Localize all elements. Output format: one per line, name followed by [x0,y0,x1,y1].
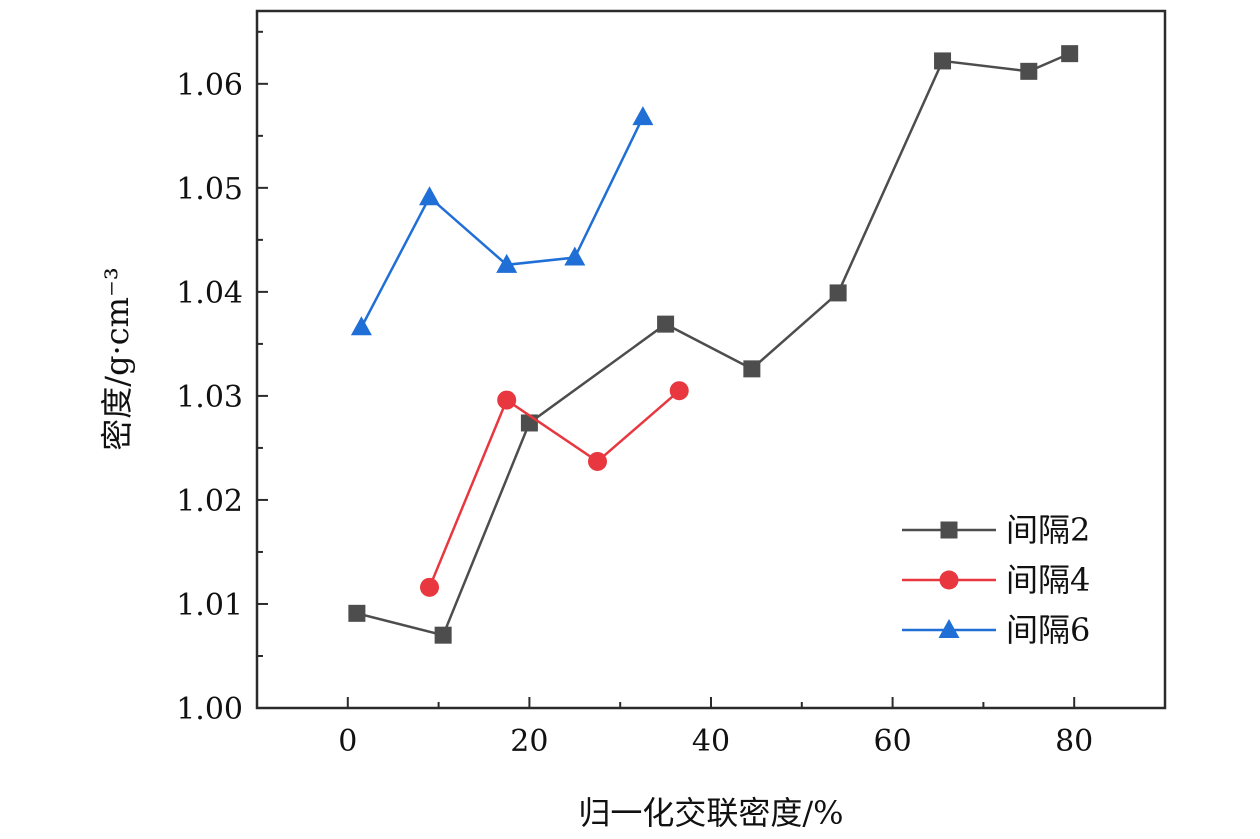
legend-marker [939,570,959,590]
series-2 [420,381,689,597]
ticks-layer [257,30,1076,708]
legend-marker [938,619,960,638]
y-tick-label: 1.02 [176,484,243,519]
data-point [434,626,452,644]
data-point [743,360,761,378]
series-line [356,52,1071,637]
data-point [1061,45,1079,63]
series-line [360,116,645,328]
x-tick-label: 60 [874,724,912,759]
y-tick-label: 1.00 [176,692,243,727]
data-point [669,381,689,401]
data-point [1020,62,1038,80]
y-tick-label: 1.06 [176,68,243,103]
data-point [829,284,847,302]
x-tick-label: 0 [338,724,357,759]
legend: 间隔2 间隔4 间隔6 [902,511,1090,649]
x-axis-title: 归一化交联密度/% [578,794,843,832]
legend-label: 间隔4 [1006,561,1090,599]
data-point [496,253,518,273]
y-tick-label: 1.05 [176,172,243,207]
data-point [657,315,675,333]
data-point [419,186,441,206]
y-tick-label: 1.04 [176,276,243,311]
legend-item: 间隔2 [902,511,1090,549]
data-point [497,390,517,410]
y-tick-label: 1.03 [176,380,243,415]
series-line [428,389,681,588]
series-3 [350,106,654,336]
data-point [934,52,952,70]
series-layer [348,45,1079,644]
legend-item: 间隔6 [902,611,1090,649]
x-tick-label: 80 [1055,724,1093,759]
data-point [350,316,372,336]
data-point [564,246,586,266]
legend-label: 间隔2 [1006,511,1090,549]
y-tick-labels: 1.00 1.01 1.02 1.03 1.04 1.05 1.06 [176,68,243,727]
y-tick-label: 1.01 [176,588,243,623]
data-point [520,414,538,432]
y-axis-title: 密度/g·cm⁻³ [98,267,136,450]
plot-frame [255,9,1167,710]
data-point [420,577,440,597]
x-tick-labels: 0 20 40 60 80 [338,724,1093,759]
x-tick-label: 40 [692,724,730,759]
data-point [348,604,366,622]
legend-label: 间隔6 [1006,611,1090,649]
data-point [588,451,607,471]
legend-marker [940,521,958,539]
legend-item: 间隔4 [902,561,1090,599]
data-point [632,106,654,126]
series-1 [348,45,1079,644]
x-tick-label: 20 [510,724,548,759]
